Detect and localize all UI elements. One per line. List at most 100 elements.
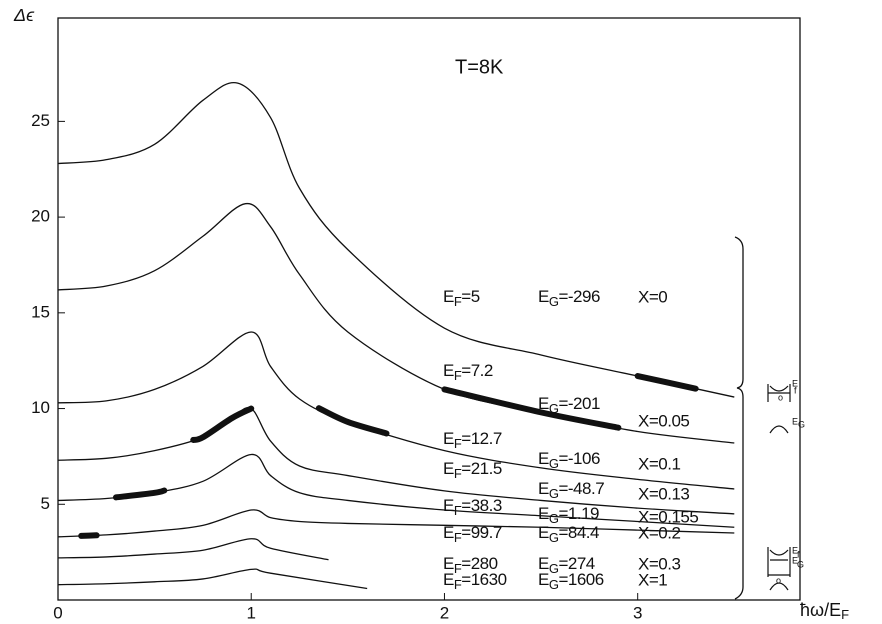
x-label: X=0.13 <box>638 484 689 503</box>
eg_label: EG=1.19 <box>538 504 599 526</box>
curve <box>57 509 735 538</box>
curve <box>57 407 735 515</box>
eg_label: EG=84.4 <box>538 523 599 545</box>
inset-diagram <box>767 384 791 591</box>
inset-label: G <box>797 559 804 569</box>
x-tick-label: 1 <box>246 603 255 622</box>
inset-label: E <box>792 545 798 555</box>
eg_label-value: =-48.7 <box>558 479 604 498</box>
inset-label: E <box>792 555 798 565</box>
eg_label-base: E <box>538 570 549 589</box>
ef_label: EF=1630 <box>443 570 507 592</box>
x-label: X=0.3 <box>638 554 680 573</box>
eg_label-value: =-296 <box>558 287 599 306</box>
x-label: X=0 <box>638 287 667 306</box>
x-axis-label-main: ħω/E <box>800 600 841 620</box>
ef_label: EF=38.3 <box>443 496 502 518</box>
ef_label-value: =5 <box>461 287 479 306</box>
highlight-segment <box>190 405 255 443</box>
ef_label-sub: F <box>454 294 462 309</box>
eg_label: EG=274 <box>538 554 595 576</box>
eg_label-value: =1606 <box>558 570 603 589</box>
chart-title: T=8K <box>455 56 504 78</box>
eg_label-value: =84.4 <box>558 523 599 542</box>
eg_label: EG=1606 <box>538 570 604 592</box>
highlight-segment <box>634 373 699 392</box>
inset-label: G <box>798 419 805 429</box>
eg_label-base: E <box>538 479 549 498</box>
highlight-segment <box>112 487 168 501</box>
x-label: X=1 <box>638 570 667 589</box>
ef_label-value: =7.2 <box>461 361 493 380</box>
ef_label-base: E <box>443 554 454 573</box>
ef_label-value: =21.5 <box>461 459 502 478</box>
inset-label: o <box>776 575 781 585</box>
highlight-segment <box>78 532 100 539</box>
inset-label: E <box>792 378 798 388</box>
eg_label-sub: G <box>549 577 559 592</box>
eg_label-sub: G <box>549 294 559 309</box>
curve <box>57 203 735 444</box>
ef_label: EF=5 <box>443 287 480 309</box>
eg_label-base: E <box>538 449 549 468</box>
ef_label: EF=7.2 <box>443 361 493 383</box>
ef_label-sub: F <box>454 368 462 383</box>
x-label: X=0.2 <box>638 523 680 542</box>
ef_label: EF=12.7 <box>443 429 502 451</box>
ef_label-base: E <box>443 361 454 380</box>
highlight-segment <box>441 386 622 431</box>
eg_label-sub: G <box>549 401 559 416</box>
eg_label: EG=-296 <box>538 287 600 309</box>
ef_label-base: E <box>443 570 454 589</box>
curve <box>57 538 329 561</box>
y-tick-label: 10 <box>31 398 50 417</box>
inset-label: f <box>794 385 797 395</box>
eg_label-value: =274 <box>558 554 594 573</box>
inset-label: f <box>797 549 800 559</box>
curve <box>57 81 735 398</box>
curve <box>57 331 735 490</box>
ef_label: EF=21.5 <box>443 459 502 481</box>
curve <box>57 568 368 590</box>
ef_label-value: =99.7 <box>461 523 502 542</box>
y-axis-label: Δϵ <box>13 5 35 25</box>
y-tick-label: 5 <box>41 494 50 513</box>
ef_label: EF=280 <box>443 554 498 576</box>
eg_label-base: E <box>538 523 549 542</box>
ef_label-base: E <box>443 429 454 448</box>
highlight-segment <box>315 405 390 437</box>
inset-label: o <box>778 392 783 402</box>
x-tick-label: 2 <box>440 603 449 622</box>
eg_label-value: =-106 <box>558 449 599 468</box>
eg_label-base: E <box>538 504 549 523</box>
eg_label-sub: G <box>549 511 559 526</box>
eg_label: EG=-48.7 <box>538 479 604 501</box>
ef_label-base: E <box>443 459 454 478</box>
ef_label-base: E <box>443 523 454 542</box>
ef_label-value: =280 <box>461 554 497 573</box>
ef_label-value: =12.7 <box>461 429 502 448</box>
plot-frame <box>57 17 801 601</box>
eg_label: EG=-106 <box>538 449 600 471</box>
ef_label-sub: F <box>454 530 462 545</box>
ef_label-base: E <box>443 287 454 306</box>
eg_label-sub: G <box>549 456 559 471</box>
eg_label-sub: G <box>549 561 559 576</box>
x-axis-label: ħω/EF <box>800 600 849 623</box>
x-tick-label: 0 <box>53 603 62 622</box>
ef_label: EF=99.7 <box>443 523 502 545</box>
y-tick-label: 15 <box>31 302 50 321</box>
x-label: X=0.1 <box>638 454 680 473</box>
y-tick-label: 25 <box>31 111 50 130</box>
x-label: X=0.155 <box>638 507 698 526</box>
eg_label-sub: G <box>549 530 559 545</box>
x-tick-label: 3 <box>633 603 642 622</box>
eg_label-sub: G <box>549 486 559 501</box>
x-axis-label-sub: F <box>841 607 849 622</box>
ef_label-value: =1630 <box>461 570 506 589</box>
ef_label-sub: F <box>454 577 462 592</box>
y-tick-label: 20 <box>31 207 50 226</box>
ef_label-sub: F <box>454 561 462 576</box>
eg_label-value: =1.19 <box>558 504 599 523</box>
